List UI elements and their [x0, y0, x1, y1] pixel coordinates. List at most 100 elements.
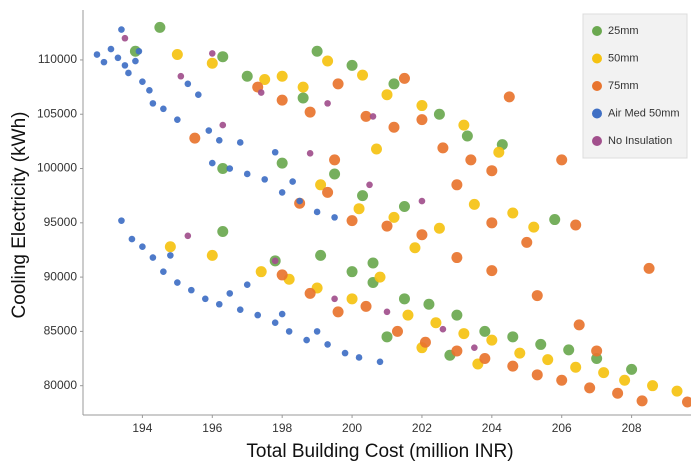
x-tick-label: 198 — [272, 421, 292, 435]
point — [465, 154, 477, 166]
point — [241, 70, 253, 82]
point — [416, 229, 428, 241]
point — [346, 266, 358, 278]
y-tick-label: 95000 — [44, 215, 78, 229]
point — [332, 306, 344, 318]
point — [346, 293, 358, 305]
point — [388, 211, 400, 223]
point — [531, 290, 543, 302]
point — [276, 70, 288, 82]
point — [215, 300, 223, 308]
point — [507, 360, 519, 372]
point — [118, 217, 125, 224]
point — [528, 221, 540, 233]
point — [177, 72, 185, 80]
point — [409, 242, 421, 254]
legend-label: 25mm — [608, 25, 639, 37]
point — [366, 181, 373, 189]
legend-label: No Insulation — [608, 135, 672, 147]
y-tick-label: 90000 — [44, 269, 78, 283]
point — [433, 222, 445, 234]
point — [391, 325, 403, 337]
point — [507, 207, 519, 219]
y-tick-label: 100000 — [37, 161, 77, 175]
point — [205, 127, 213, 134]
point — [458, 328, 470, 340]
point — [329, 168, 341, 180]
x-tick-label: 202 — [412, 421, 432, 435]
point — [341, 349, 349, 357]
point — [371, 143, 383, 155]
x-tick-label: 200 — [342, 421, 362, 435]
point — [591, 353, 603, 365]
point — [206, 57, 218, 69]
legend-marker — [592, 26, 602, 36]
point — [573, 319, 585, 331]
point — [226, 165, 234, 172]
point — [619, 374, 631, 386]
point — [514, 347, 526, 359]
point — [598, 367, 610, 379]
point — [257, 89, 265, 96]
point — [135, 47, 143, 55]
point — [468, 198, 480, 210]
point — [304, 106, 316, 118]
point — [458, 119, 470, 131]
point — [486, 265, 498, 277]
point — [346, 59, 358, 71]
point — [563, 344, 575, 356]
point — [381, 331, 393, 343]
point — [243, 170, 251, 178]
point — [556, 374, 568, 386]
point — [636, 395, 648, 407]
point — [418, 197, 426, 205]
point — [271, 319, 279, 327]
point — [383, 308, 391, 316]
point — [360, 110, 372, 122]
point — [381, 220, 393, 232]
point — [278, 189, 286, 196]
y-tick-label: 110000 — [38, 52, 77, 66]
point — [451, 309, 463, 321]
point — [195, 91, 202, 98]
point — [402, 309, 414, 321]
legend-marker — [592, 81, 602, 91]
point — [556, 154, 568, 166]
point — [276, 157, 288, 169]
point — [671, 385, 683, 397]
legend-marker — [592, 108, 602, 119]
point — [296, 197, 303, 205]
point — [167, 252, 174, 259]
point — [201, 295, 209, 303]
point — [208, 159, 216, 167]
point — [255, 266, 267, 278]
x-axis-title: Total Building Cost (million INR) — [246, 441, 513, 462]
point — [217, 163, 229, 175]
x-tick-label: 194 — [132, 421, 152, 435]
point — [647, 380, 659, 392]
point — [451, 252, 463, 264]
point — [332, 78, 344, 90]
point — [261, 176, 269, 183]
point — [324, 100, 331, 107]
point — [259, 73, 271, 85]
point — [570, 219, 582, 231]
point — [311, 45, 323, 57]
point — [388, 121, 400, 133]
point — [276, 94, 288, 106]
point — [139, 243, 146, 251]
point — [461, 130, 473, 142]
point — [297, 92, 309, 104]
point — [276, 269, 288, 281]
point — [160, 105, 167, 113]
point — [93, 51, 101, 58]
point — [369, 113, 377, 120]
point — [591, 345, 603, 357]
point — [154, 21, 166, 33]
point — [164, 241, 176, 253]
point — [360, 300, 372, 312]
point — [271, 257, 279, 265]
point — [388, 78, 400, 90]
point — [160, 268, 167, 275]
point — [423, 298, 435, 310]
